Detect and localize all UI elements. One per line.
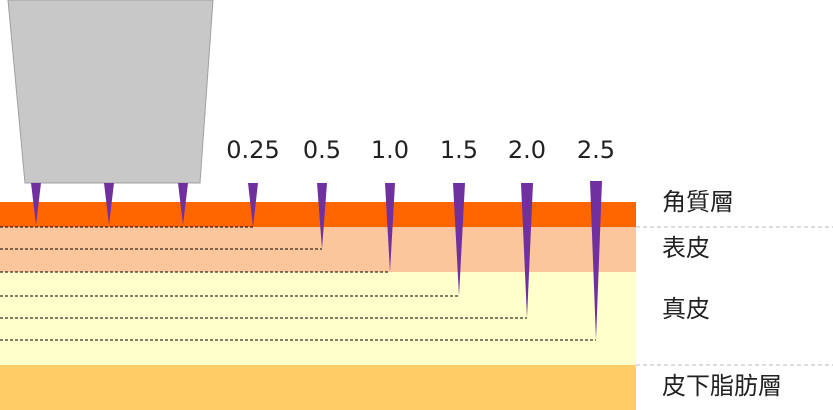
subcutaneous [0,365,636,410]
layer-label: 表皮 [662,234,710,262]
stratum-corneum [0,202,636,227]
needle-label: 0.25 [226,136,279,164]
needle-label: 2.5 [577,136,615,164]
needle [385,183,395,272]
layer-label: 皮下脂肪層 [662,372,782,400]
needle [104,183,114,225]
layer-label: 角質層 [662,188,734,216]
needle [248,183,258,227]
device [7,0,214,184]
needle [317,183,327,249]
needle [590,181,602,340]
needle [453,183,465,296]
needle-label: 0.5 [303,136,341,164]
needle-label: 2.0 [508,136,546,164]
needle-label: 1.5 [440,136,478,164]
layer-label: 真皮 [662,295,710,323]
needle-label: 1.0 [371,136,409,164]
needle [31,183,41,225]
needle [521,183,533,318]
needle [178,183,188,225]
